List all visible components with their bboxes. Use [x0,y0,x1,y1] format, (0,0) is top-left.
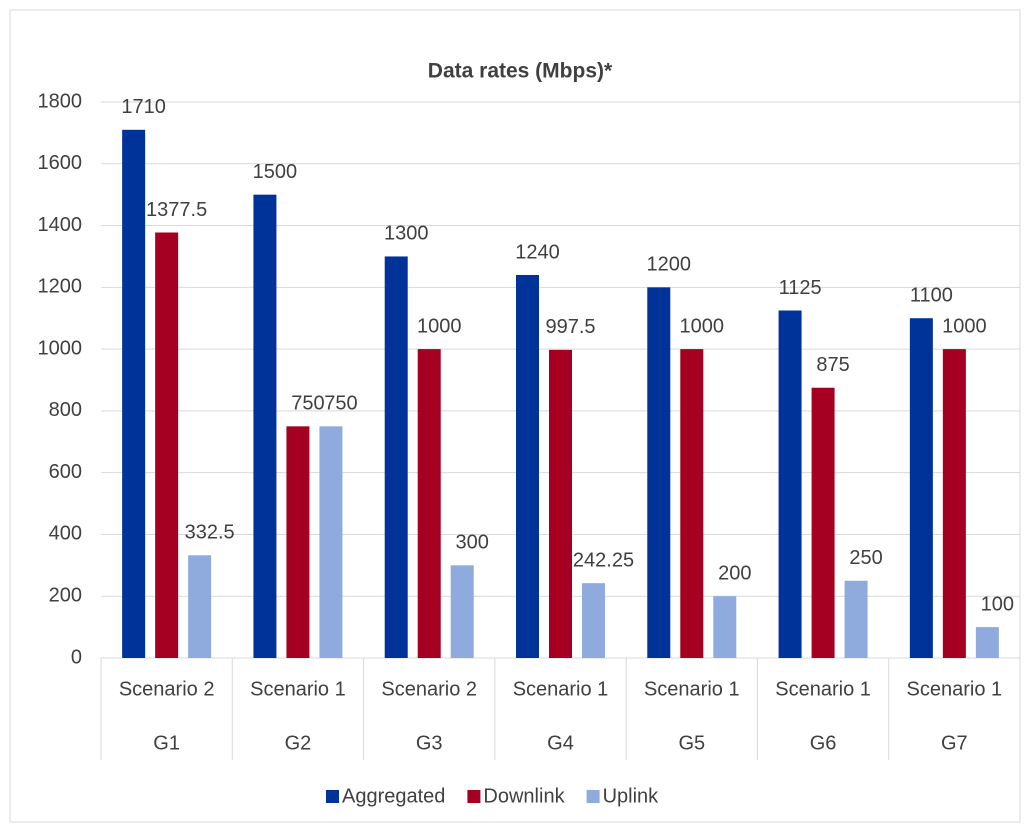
bar [155,232,179,658]
legend-label: Uplink [603,785,660,807]
bar [253,194,277,658]
x-tick-label: Scenario 1 [250,678,346,700]
bar [778,310,802,658]
x-group-label: G6 [810,732,837,754]
bar [713,596,737,658]
data-label: 1000 [680,315,725,337]
y-tick-label: 1600 [38,152,83,174]
x-tick-label: Scenario 2 [381,678,477,700]
legend-label: Downlink [483,785,565,807]
x-group-label: G7 [941,732,968,754]
data-label: 300 [456,532,489,554]
bar [417,349,441,658]
bar [647,287,671,658]
bar [450,565,474,658]
y-tick-label: 200 [49,585,82,607]
y-tick-label: 600 [49,461,82,483]
x-group-label: G2 [285,732,312,754]
x-tick-label: Scenario 1 [513,678,609,700]
chart-frame [9,9,1021,823]
data-label: 1000 [942,315,987,337]
bar [811,387,835,658]
data-label: 1000 [417,315,462,337]
data-label: 1377.5 [146,199,207,221]
bar [122,129,146,659]
y-tick-label: 1200 [38,276,83,298]
y-tick-label: 1000 [38,337,83,359]
y-tick-label: 1800 [38,90,83,112]
chart-title: Data rates (Mbps)* [428,60,613,83]
bar [319,426,343,658]
bar [975,627,999,658]
data-label: 750 [324,393,357,415]
bar [549,349,572,658]
data-label: 1500 [253,161,298,183]
data-label: 242.25 [573,549,634,571]
x-group-label: G4 [547,732,574,754]
legend-swatch [326,790,339,803]
y-tick-label: 1400 [38,214,83,236]
data-label: 1300 [384,223,429,245]
x-tick-label: Scenario 1 [775,678,871,700]
data-label: 997.5 [545,316,595,338]
data-label: 1240 [515,241,560,263]
x-group-label: G5 [678,732,705,754]
x-tick-label: Scenario 2 [119,678,215,700]
x-group-label: G3 [416,732,443,754]
x-tick-label: Scenario 1 [644,678,740,700]
y-tick-label: 0 [71,646,82,668]
bar [384,256,408,658]
legend-swatch [586,790,600,803]
data-label: 1125 [779,277,822,299]
bar [680,349,704,658]
data-label: 200 [718,563,751,585]
data-label: 750 [291,393,324,415]
bar [188,555,212,658]
legend-swatch [467,790,481,803]
data-label: 100 [981,593,1014,615]
x-group-label: G1 [153,732,180,754]
data-label: 1200 [647,254,692,276]
y-tick-label: 400 [49,523,82,545]
legend-label: Aggregated [342,785,445,807]
data-label: 875 [816,354,849,376]
data-label: 332.5 [185,522,235,544]
bar [942,349,966,658]
data-label: 1100 [910,285,953,307]
data-label: 250 [849,547,882,569]
data-label: 1710 [121,96,166,118]
y-tick-label: 800 [49,399,82,421]
bar [516,274,539,658]
bar [582,583,605,658]
bar [286,426,310,658]
x-tick-label: Scenario 1 [907,678,1003,700]
bar [909,318,933,658]
bar [844,580,868,658]
